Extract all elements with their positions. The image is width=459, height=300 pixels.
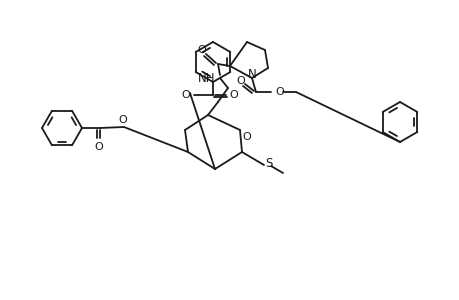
Text: O: O	[236, 76, 245, 86]
Text: O: O	[95, 142, 103, 152]
Text: O: O	[274, 87, 283, 97]
Text: O: O	[241, 132, 250, 142]
Text: S: S	[264, 157, 272, 169]
Text: NH: NH	[197, 71, 214, 85]
Text: O: O	[197, 45, 206, 55]
Text: N: N	[247, 68, 256, 81]
Text: O: O	[229, 90, 237, 100]
Text: O: O	[181, 90, 190, 100]
Text: O: O	[118, 115, 127, 125]
